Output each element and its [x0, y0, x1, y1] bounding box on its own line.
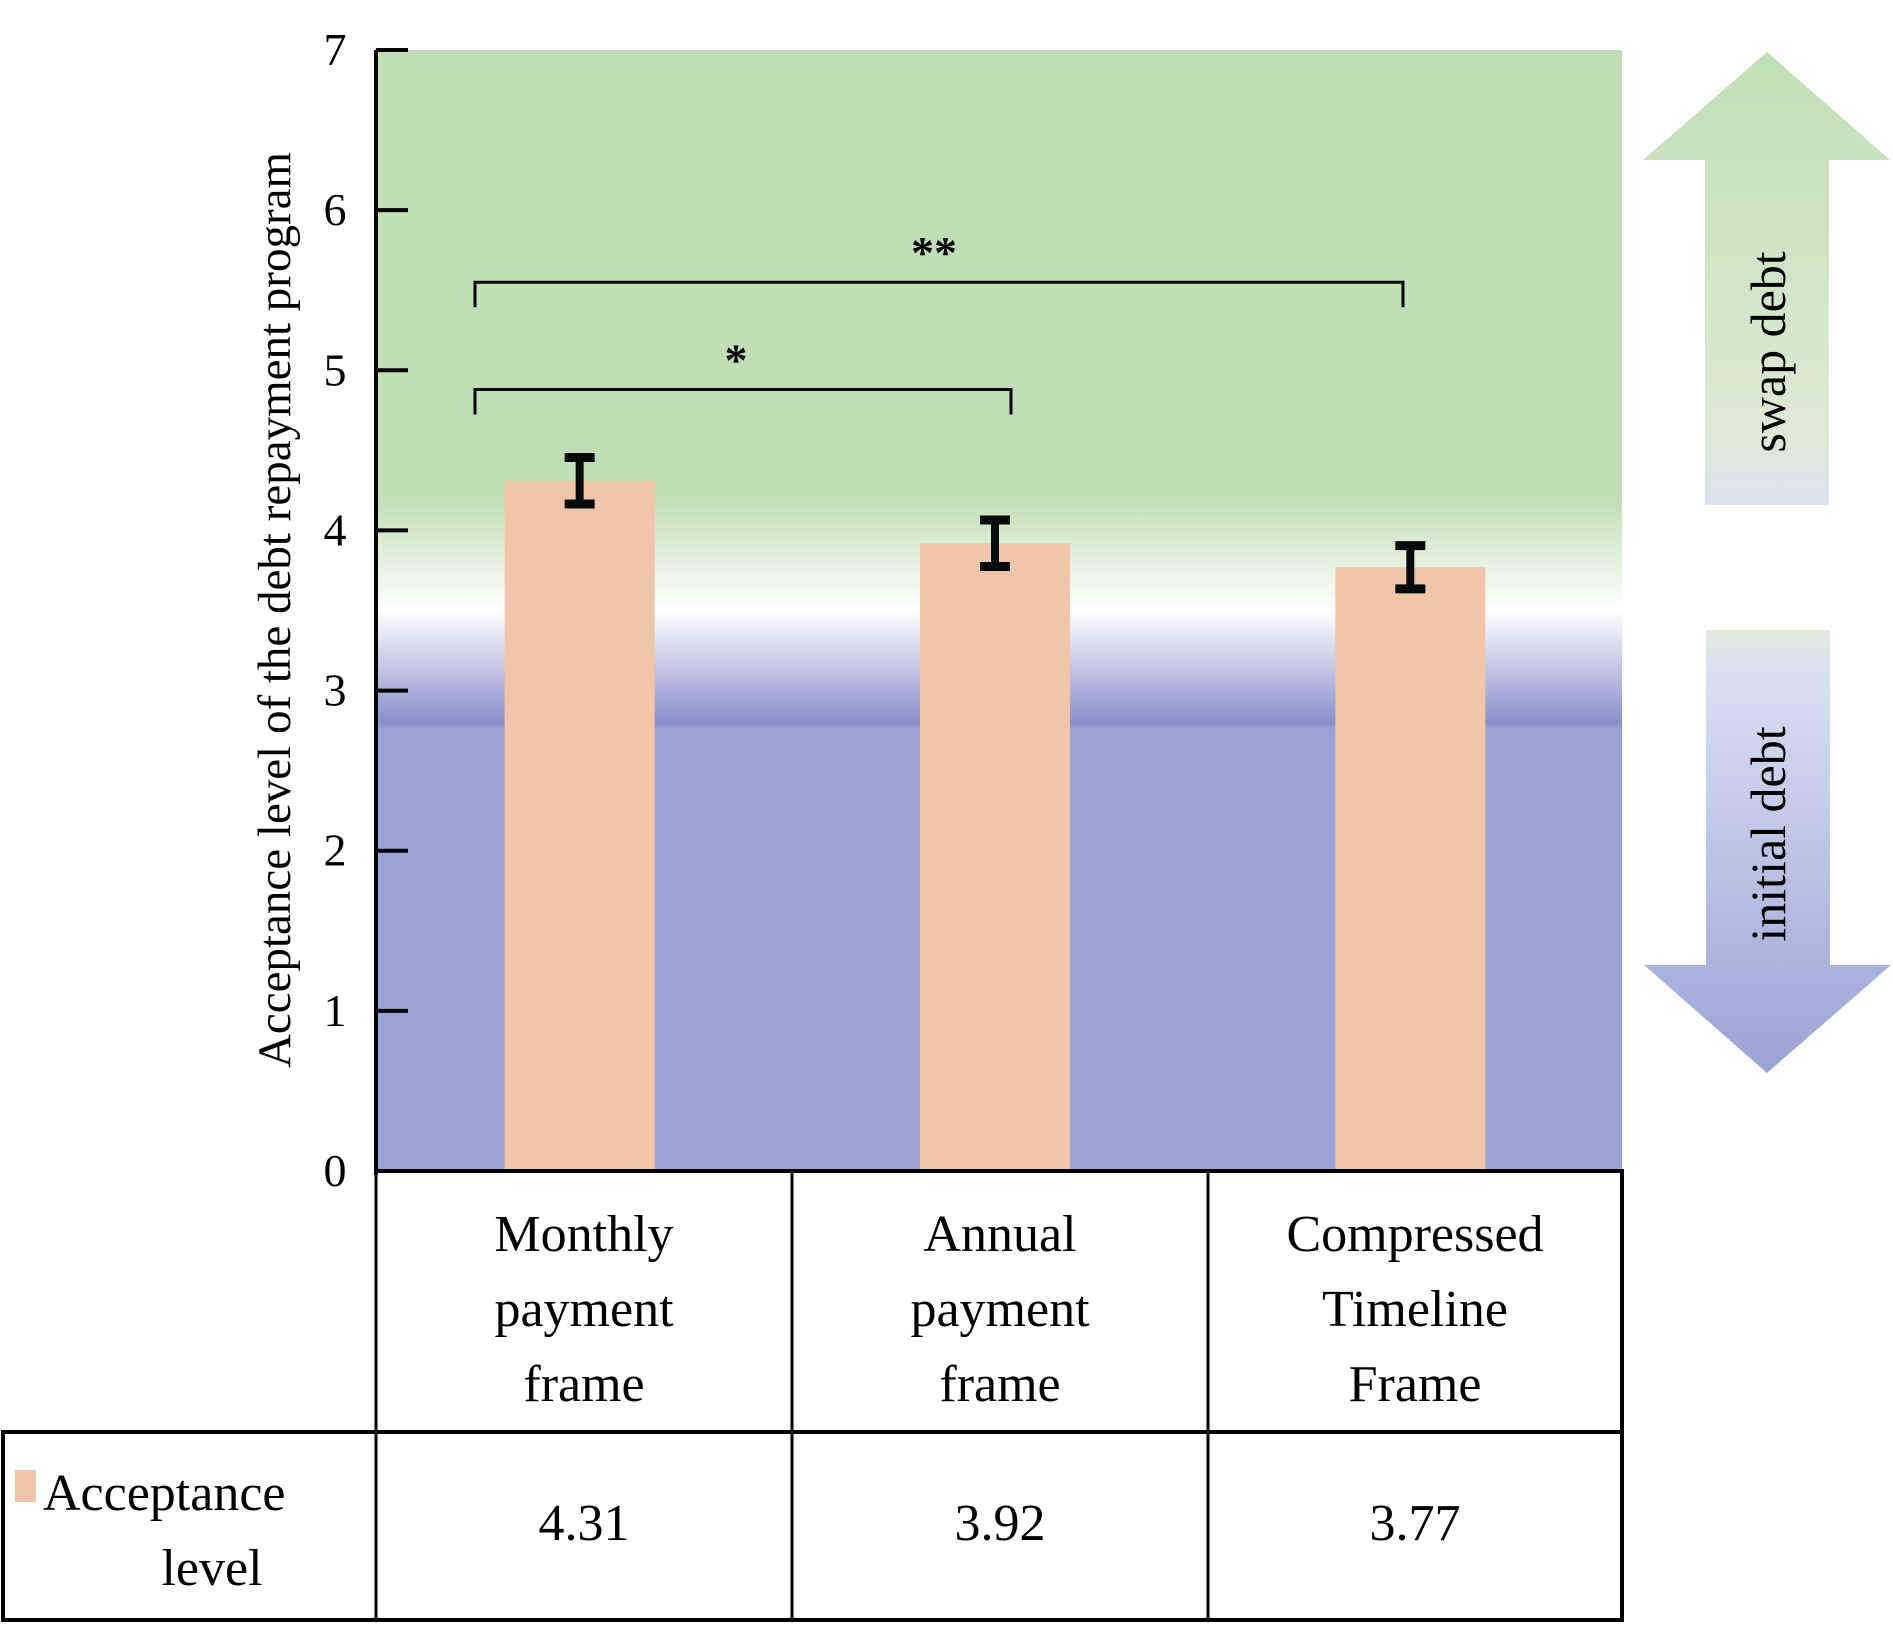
y-axis-label-group: Acceptance level of the debt repayment p…	[249, 152, 301, 1068]
y-axis: 0 1 2 3 4 5 6 7	[324, 24, 408, 1196]
y-tick-label: 3	[324, 665, 347, 716]
significance-group: ***	[473, 227, 1405, 415]
bar	[1335, 567, 1486, 1171]
bar	[504, 480, 655, 1171]
category-label: Monthly	[494, 1206, 673, 1263]
category-label: payment	[910, 1281, 1090, 1338]
legend-label: Acceptance	[43, 1465, 285, 1522]
significance-label: *	[725, 335, 748, 386]
y-tick-label: 2	[324, 825, 347, 876]
table-value: 4.31	[539, 1495, 630, 1552]
significance-bracket	[473, 388, 1013, 415]
significance-bracket	[473, 280, 1405, 308]
up-arrow-label: swap debt	[1740, 251, 1796, 452]
down-arrow-icon	[1644, 630, 1891, 1073]
down-arrow-label: initial debt	[1740, 726, 1796, 941]
category-label: Frame	[1349, 1356, 1482, 1413]
y-axis-label: Acceptance level of the debt repayment p…	[249, 152, 301, 1068]
y-tick-label: 7	[324, 24, 347, 75]
y-tick-label: 4	[324, 504, 347, 555]
legend-swatch	[15, 1470, 36, 1502]
side-arrows: swap debt initial debt	[1643, 52, 1891, 1073]
significance-label: **	[911, 227, 957, 278]
y-tick-label: 1	[324, 985, 347, 1036]
category-label: payment	[494, 1281, 674, 1338]
category-label: frame	[523, 1356, 644, 1413]
up-arrow-icon	[1643, 52, 1890, 505]
bar	[920, 543, 1070, 1171]
table-border	[1, 1169, 1624, 1622]
y-tick-label: 6	[324, 184, 347, 235]
y-tick-label: 5	[324, 344, 347, 395]
category-label: Compressed	[1286, 1206, 1543, 1263]
bars-group	[504, 480, 1486, 1171]
category-label: frame	[939, 1356, 1060, 1413]
category-label: Annual	[923, 1206, 1076, 1263]
legend-label: level	[161, 1540, 262, 1597]
table-value: 3.92	[955, 1495, 1046, 1552]
data-table: Monthly payment frame Annual payment frame Com…	[1, 1169, 1624, 1622]
error-bars-group	[564, 453, 1426, 594]
table-value: 3.77	[1370, 1495, 1461, 1552]
y-tick-label: 0	[324, 1145, 347, 1196]
category-label: Timeline	[1322, 1281, 1508, 1338]
